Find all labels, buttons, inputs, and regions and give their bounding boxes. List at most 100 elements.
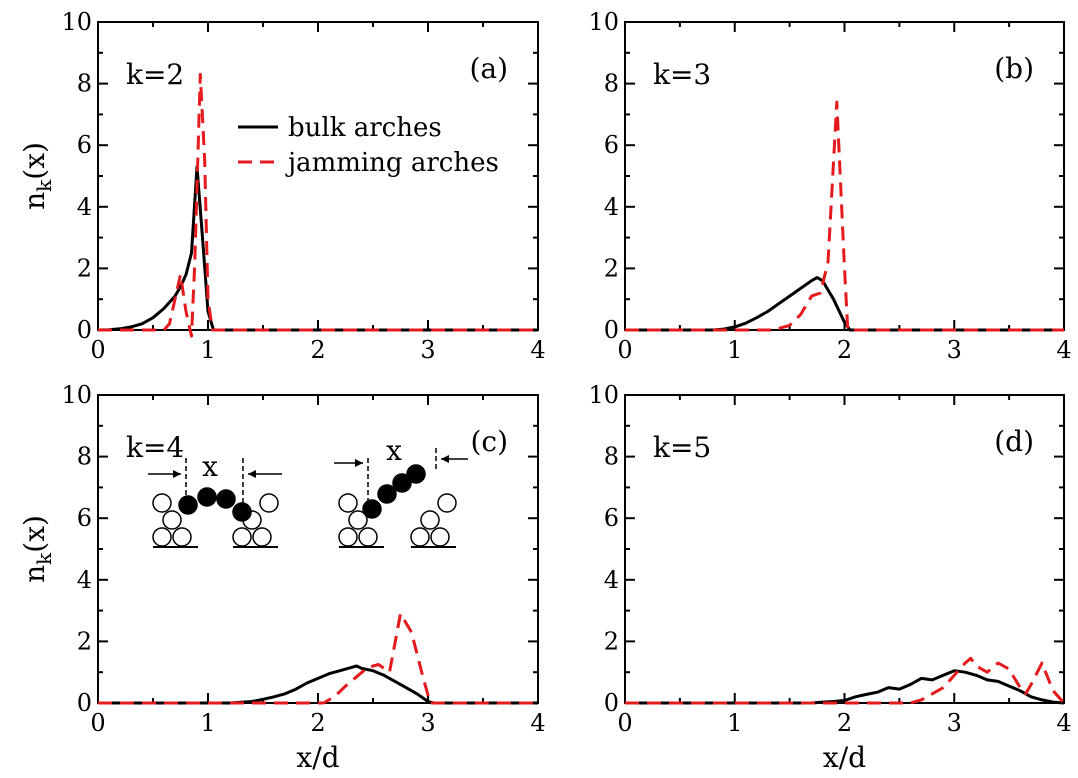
base-particle [152,493,172,513]
y-axis-title: nk(x) [18,142,56,210]
panel-label: (a) [469,52,508,85]
x-tick-label: 1 [200,709,215,737]
k-label: k=3 [653,58,711,91]
x-tick-label: 1 [727,709,742,737]
arch-particle [377,484,397,504]
k-label: k=5 [653,431,711,464]
y-tick-label: 4 [604,193,619,221]
x-tick-label: 2 [310,709,325,737]
panel-a: 0 1 2 3 4 0 2 4 6 8 10 (a) k=2 nk(x) bulk arches jammin… [18,8,546,364]
y-tick-label: 2 [604,254,619,282]
arch-particle [362,499,382,519]
x-tick-label: 0 [90,336,105,364]
arch-particle [406,464,426,484]
arch-particle [216,489,236,509]
legend: bulk arches jamming arches [238,113,499,178]
bulk-arches-line [97,165,538,332]
base-particle [430,527,450,547]
y-axis-title: nk(x) [18,515,56,583]
panel-label: (d) [994,425,1034,458]
y-tick-label: 4 [604,566,619,594]
base-particle [348,510,368,530]
y-tick-label: 0 [77,316,92,344]
base-particle [172,527,192,547]
arch-particle [197,487,217,507]
x-tick-label: 4 [530,709,545,737]
x-tick-label: 3 [420,709,435,737]
panel-d: 0 1 2 3 4 0 2 4 6 8 10 (d) k=5 x/d [588,381,1071,774]
y-tick-label: 6 [604,131,619,159]
bulk-arches-line [625,276,1064,332]
y-tick-label: 10 [588,8,619,36]
base-particle [338,493,358,513]
jamming-arches-line [625,656,1066,705]
base-particle [358,527,378,547]
left-span-arrow-2-head [355,459,363,467]
right-span-arrow-2-head [441,455,449,463]
base-particle [259,493,279,513]
base-particle [162,510,182,530]
x-tick-label: 2 [310,336,325,364]
jamming-arches-line [98,612,538,705]
y-tick-label: 8 [604,443,619,471]
k-label: k=4 [126,431,184,464]
x-tick-label: 3 [947,709,962,737]
y-tick-label: 2 [604,627,619,655]
x-tick-label: 4 [1056,709,1071,737]
base-particle [338,527,358,547]
x-tick-label: 0 [617,336,632,364]
inset-x-label-left: x [202,450,218,483]
x-tick-label: 0 [617,709,632,737]
y-tick-label: 8 [77,70,92,98]
y-tick-label: 8 [604,70,619,98]
y-tick-label: 10 [61,381,92,409]
jamming-arches-line [98,72,538,338]
x-tick-label: 1 [727,336,742,364]
panel-label: (c) [470,425,508,458]
x-tick-label: 2 [837,709,852,737]
y-tick-label: 2 [77,627,92,655]
left-span-arrow-head [173,470,181,478]
y-tick-label: 4 [77,193,92,221]
arch-particle [178,495,198,515]
x-tick-label: 4 [1056,336,1071,364]
legend-bulk-label: bulk arches [288,113,442,143]
y-tick-label: 4 [77,566,92,594]
base-particle [252,527,272,547]
y-tick-label: 8 [77,443,92,471]
y-tick-label: 6 [77,504,92,532]
y-tick-label: 2 [77,254,92,282]
base-particle [152,527,172,547]
base-particle [420,510,440,530]
x-tick-label: 0 [90,709,105,737]
panel-label: (b) [994,52,1034,85]
y-tick-label: 0 [77,689,92,717]
base-particle [437,493,457,513]
legend-jamming-label: jamming arches [285,148,499,178]
x-tick-label: 3 [420,336,435,364]
base-particle [410,527,430,547]
x-axis-title: x/d [823,741,866,774]
x-tick-label: 1 [200,336,215,364]
y-tick-label: 6 [77,131,92,159]
panel-b: 0 1 2 3 4 0 2 4 6 8 10 (b) k=3 [588,8,1071,364]
y-tick-label: 0 [604,689,619,717]
k-label: k=2 [126,58,184,91]
y-tick-label: 0 [604,316,619,344]
y-tick-label: 10 [588,381,619,409]
x-tick-label: 4 [530,336,545,364]
x-tick-label: 3 [947,336,962,364]
arch-particle [232,502,252,522]
y-tick-label: 6 [604,504,619,532]
right-span-arrow-head [248,470,256,478]
inset-x-label-right: x [386,434,402,467]
bulk-arches-line [625,669,1065,705]
y-tick-label: 10 [61,8,92,36]
base-particle [232,527,252,547]
x-axis-title: x/d [296,741,339,774]
x-tick-label: 2 [837,336,852,364]
arch-particle [392,473,412,493]
